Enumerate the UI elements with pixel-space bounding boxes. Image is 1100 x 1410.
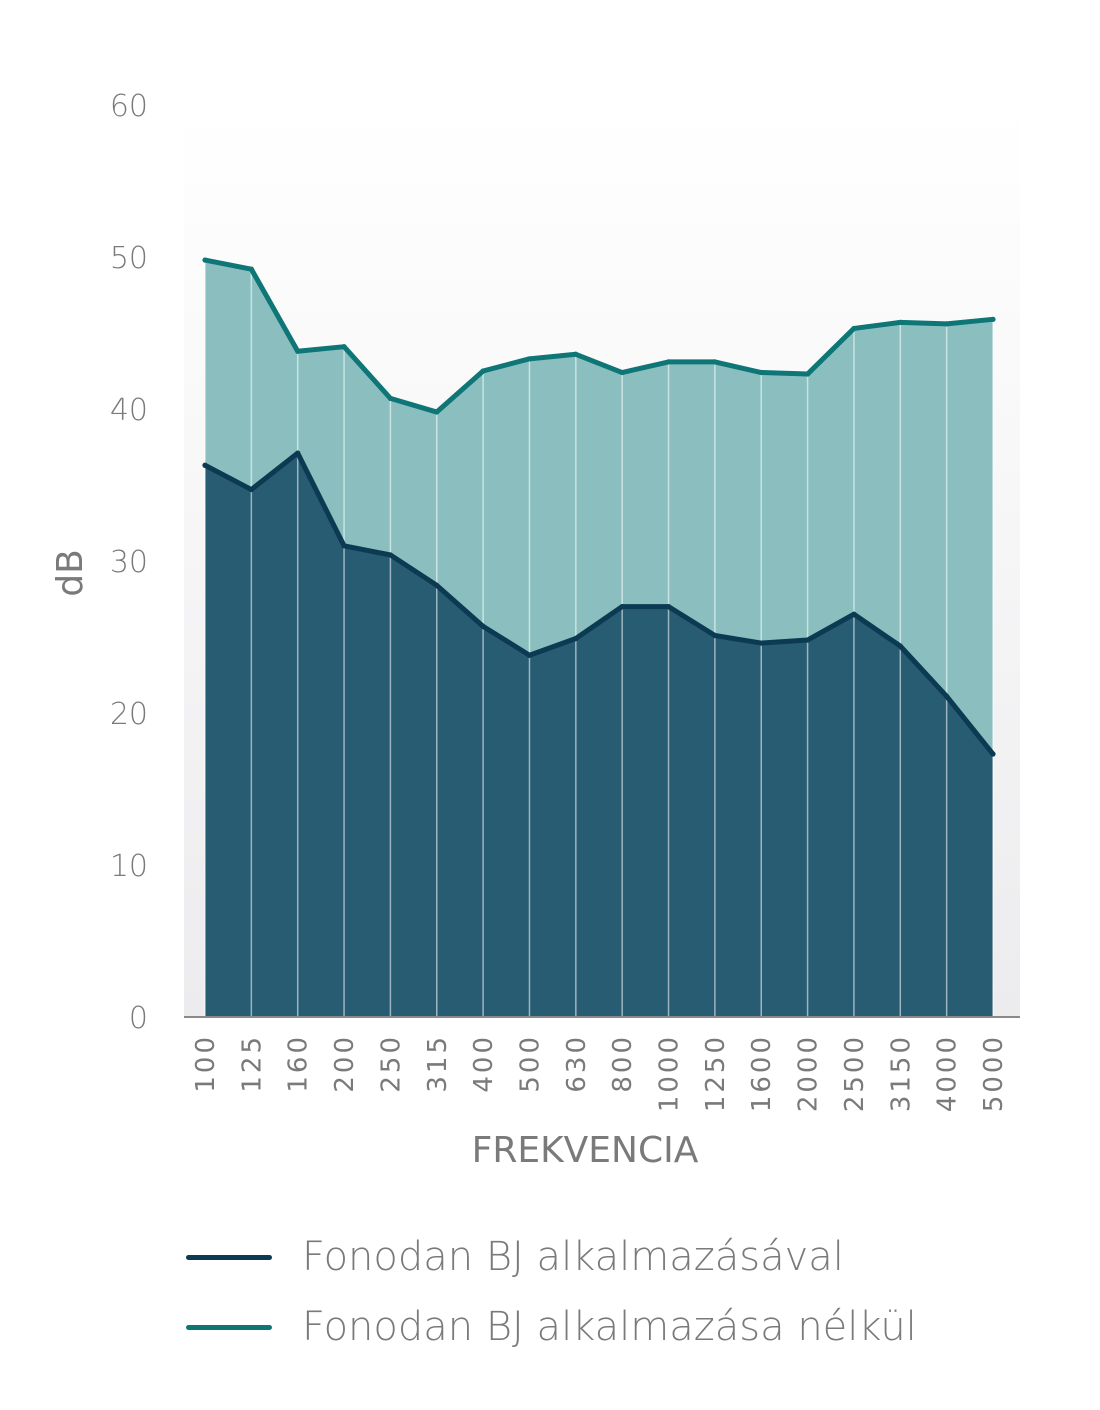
x-tick-label: 100 <box>191 1034 221 1093</box>
x-tick-label: 250 <box>376 1034 406 1093</box>
data-point <box>944 693 950 699</box>
x-tick-label: 3150 <box>886 1034 916 1112</box>
data-point <box>990 316 996 322</box>
data-point <box>897 643 903 649</box>
x-tick-label: 1600 <box>747 1034 777 1112</box>
y-tick-label: 60 <box>110 89 148 124</box>
data-point <box>573 351 579 357</box>
data-point <box>387 552 394 558</box>
x-tick-label: 4000 <box>933 1034 963 1112</box>
data-point <box>851 325 857 332</box>
legend-label-without: Fonodan BJ alkalmazása nélkül <box>302 1304 917 1350</box>
x-tick-label: 160 <box>284 1034 314 1093</box>
data-point <box>341 344 347 350</box>
y-tick-label: 0 <box>129 1001 148 1036</box>
data-point <box>573 635 579 642</box>
x-tick-label: 800 <box>608 1034 638 1093</box>
data-point <box>202 462 208 468</box>
y-tick-label: 10 <box>110 849 148 884</box>
data-point <box>387 395 394 401</box>
x-tick-label: 1000 <box>655 1034 685 1112</box>
legend-label-with: Fonodan BJ alkalmazásával <box>302 1234 844 1280</box>
data-point <box>480 368 486 374</box>
x-tick-label: 125 <box>237 1034 267 1093</box>
legend-swatch-without <box>186 1324 272 1330</box>
data-point <box>990 751 996 757</box>
data-point <box>851 611 857 617</box>
x-tick-label: 1250 <box>701 1034 731 1112</box>
data-point <box>665 359 672 365</box>
y-tick-label: 30 <box>110 545 148 580</box>
x-tick-label: 315 <box>423 1034 453 1093</box>
x-tick-label: 200 <box>330 1034 360 1093</box>
legend-item-without: Fonodan BJ alkalmazása nélkül <box>186 1292 917 1362</box>
y-tick-label: 40 <box>110 393 148 428</box>
x-tick-label: 630 <box>562 1034 592 1093</box>
data-point <box>526 652 533 658</box>
x-tick-label: 2000 <box>794 1034 824 1112</box>
data-point <box>341 543 347 549</box>
data-point <box>434 409 440 415</box>
y-axis-title: dB <box>50 549 91 597</box>
data-point <box>712 359 718 365</box>
line-series-1 <box>202 257 996 415</box>
data-point <box>619 369 625 376</box>
data-point <box>295 348 301 354</box>
x-axis-title: FREKVENCIA <box>472 1130 699 1171</box>
x-tick-label: 2500 <box>840 1034 870 1112</box>
data-point <box>758 369 764 376</box>
data-point <box>526 356 533 362</box>
data-point <box>248 266 254 272</box>
area-series-0 <box>205 453 993 1018</box>
data-point <box>804 637 811 643</box>
data-point <box>480 623 486 629</box>
data-point <box>665 604 672 610</box>
legend-item-with: Fonodan BJ alkalmazásával <box>186 1222 917 1292</box>
data-point <box>248 486 254 493</box>
y-tick-label: 50 <box>110 241 148 276</box>
data-point <box>619 604 625 610</box>
area-chart: 0 10 20 30 40 50 60 100 125 160 200 250 315 400 500 63… <box>50 89 1020 1171</box>
x-tick-label: 5000 <box>979 1034 1009 1112</box>
x-tick-label: 500 <box>515 1034 545 1093</box>
legend: Fonodan BJ alkalmazásával Fonodan BJ alk… <box>186 1222 917 1362</box>
legend-swatch-with <box>186 1254 272 1260</box>
data-point <box>758 640 764 646</box>
data-point <box>712 632 718 639</box>
line-series-0 <box>202 450 996 757</box>
data-point <box>202 257 208 263</box>
data-point <box>295 450 301 456</box>
data-point <box>434 582 440 588</box>
data-point <box>897 319 903 325</box>
data-point <box>804 371 811 377</box>
x-tick-label: 400 <box>469 1034 499 1093</box>
data-point <box>944 321 950 327</box>
y-tick-label: 20 <box>110 697 148 732</box>
